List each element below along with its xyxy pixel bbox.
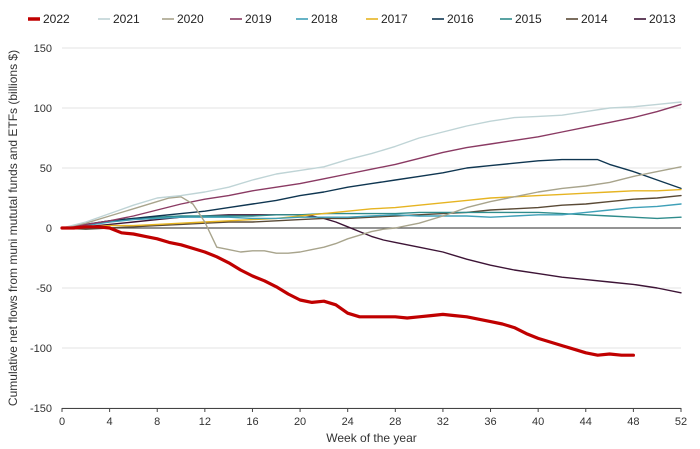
- y-tick-label: 0: [46, 223, 52, 235]
- x-tick-label: 32: [437, 416, 449, 428]
- x-tick-label: 24: [342, 416, 354, 428]
- x-tick-label: 48: [627, 416, 639, 428]
- x-tick-label: 12: [199, 416, 211, 428]
- legend-label: 2013: [649, 12, 676, 26]
- x-tick-label: 52: [675, 416, 687, 428]
- legend-label: 2015: [515, 12, 542, 26]
- x-tick-label: 28: [389, 416, 401, 428]
- series-line-2018: [61, 203, 682, 229]
- x-tick-label: 16: [246, 416, 258, 428]
- x-tick-label: 8: [154, 416, 160, 428]
- x-tick-label: 4: [107, 416, 113, 428]
- legend-label: 2019: [245, 12, 272, 26]
- legend-label: 2018: [311, 12, 338, 26]
- series-line-2019: [61, 103, 682, 229]
- series-line-2022: [60, 225, 635, 357]
- y-axis-title: Cumulative net flows from muni mututal f…: [6, 50, 20, 406]
- series-line-2021: [61, 101, 682, 229]
- x-axis-ticks: 0 4 8 12 16 20 24 28 32 36 40 44 48 52: [59, 408, 687, 428]
- legend-label: 2014: [581, 12, 608, 26]
- y-tick-label: 150: [34, 43, 52, 55]
- legend-label: 2020: [177, 12, 204, 26]
- x-tick-label: 36: [484, 416, 496, 428]
- y-tick-label: -100: [30, 343, 52, 355]
- x-tick-label: 20: [294, 416, 306, 428]
- series-lines: [60, 101, 682, 357]
- x-tick-label: 0: [59, 416, 65, 428]
- y-axis-ticks: -150 -100 -50 0 50 100 150: [30, 43, 52, 415]
- series-line-2014: [61, 194, 682, 230]
- x-axis-title: Week of the year: [326, 431, 417, 445]
- x-tick-label: 40: [532, 416, 544, 428]
- x-tick-label: 44: [580, 416, 592, 428]
- series-line-2015: [61, 211, 682, 229]
- legend-label: 2022: [43, 12, 70, 26]
- legend-label: 2016: [447, 12, 474, 26]
- series-line-2013: [61, 214, 682, 294]
- legend-label: 2017: [381, 12, 408, 26]
- legend: 2022 2021 2020 2019 2018 2017 2016 2015 2014 2013: [28, 12, 676, 26]
- series-line-2016: [61, 158, 682, 229]
- y-tick-label: -50: [36, 283, 52, 295]
- series-line-2020: [61, 166, 682, 254]
- series-line-2017: [61, 188, 682, 229]
- y-tick-label: 100: [34, 103, 52, 115]
- y-tick-label: 50: [40, 163, 52, 175]
- y-tick-label: -150: [30, 403, 52, 415]
- legend-label: 2021: [113, 12, 140, 26]
